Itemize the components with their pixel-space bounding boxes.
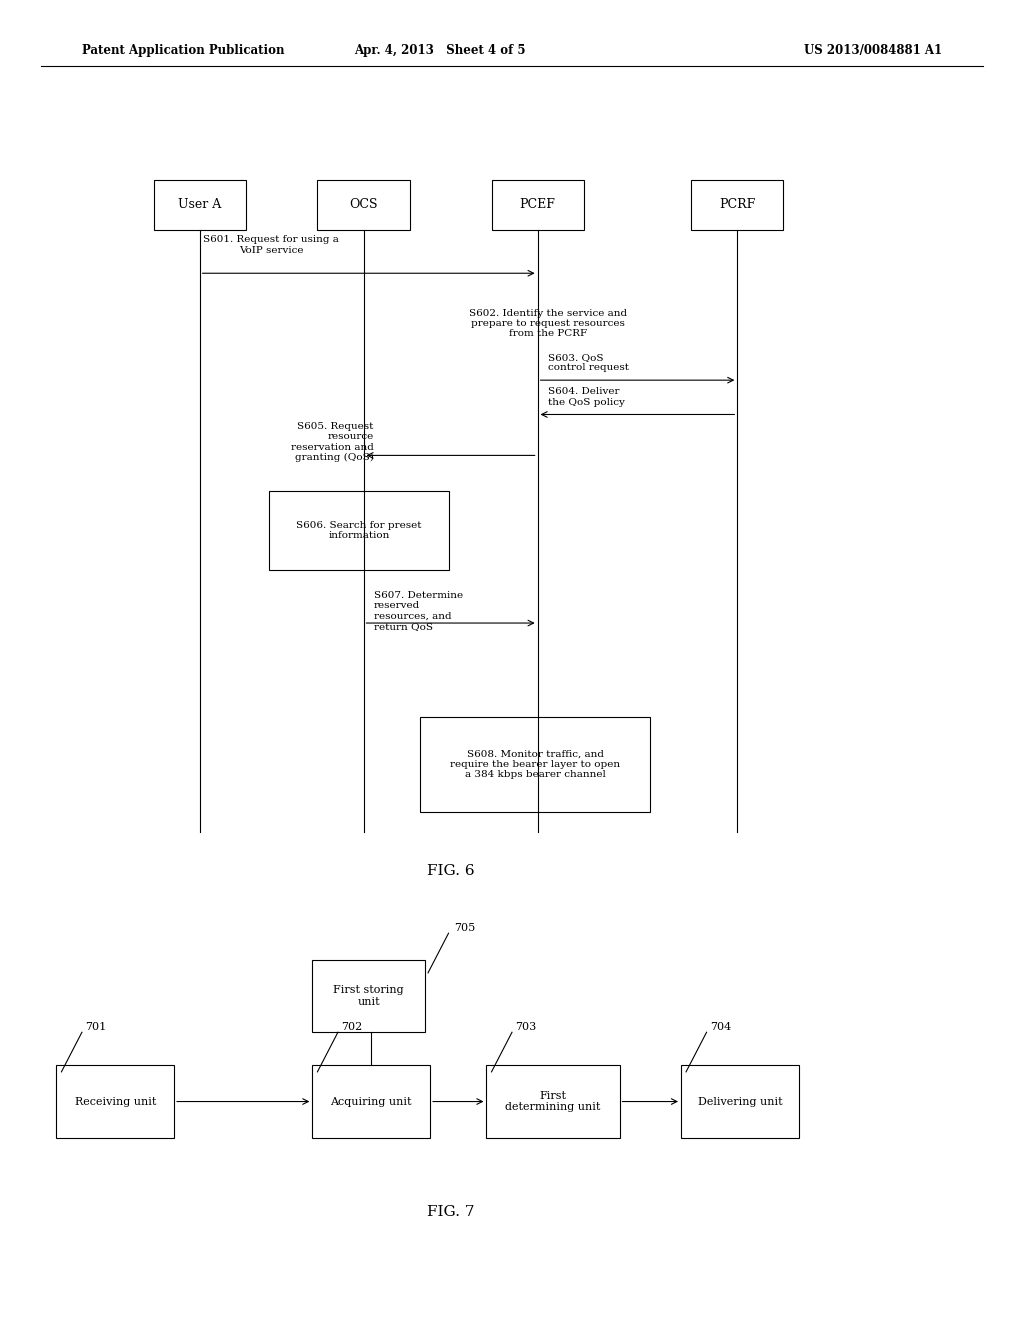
Text: First storing
unit: First storing unit: [334, 985, 403, 1007]
Text: Acquiring unit: Acquiring unit: [331, 1097, 412, 1106]
Text: First
determining unit: First determining unit: [505, 1090, 601, 1113]
Text: S608. Monitor traffic, and
require the bearer layer to open
a 384 kbps bearer ch: S608. Monitor traffic, and require the b…: [450, 750, 621, 779]
Text: PCEF: PCEF: [519, 198, 556, 211]
Bar: [681, 1065, 799, 1138]
Text: S606. Search for preset
information: S606. Search for preset information: [296, 521, 422, 540]
Text: 702: 702: [341, 1022, 362, 1032]
Text: US 2013/0084881 A1: US 2013/0084881 A1: [804, 44, 942, 57]
Text: 703: 703: [515, 1022, 537, 1032]
Bar: [317, 180, 410, 230]
Text: S604. Deliver
the QoS policy: S604. Deliver the QoS policy: [548, 387, 625, 407]
Text: 705: 705: [454, 923, 475, 933]
Text: S601. Request for using a
VoIP service: S601. Request for using a VoIP service: [204, 235, 339, 255]
Text: FIG. 6: FIG. 6: [427, 865, 474, 878]
Bar: [269, 491, 449, 570]
Text: 704: 704: [710, 1022, 731, 1032]
Text: User A: User A: [178, 198, 221, 211]
Text: Delivering unit: Delivering unit: [697, 1097, 782, 1106]
Text: Receiving unit: Receiving unit: [75, 1097, 156, 1106]
Text: FIG. 7: FIG. 7: [427, 1205, 474, 1218]
Text: S602. Identify the service and
prepare to request resources
from the PCRF: S602. Identify the service and prepare t…: [469, 309, 627, 338]
Bar: [154, 180, 246, 230]
Text: OCS: OCS: [349, 198, 378, 211]
Bar: [691, 180, 783, 230]
Bar: [486, 1065, 620, 1138]
Bar: [420, 717, 650, 812]
Bar: [312, 1065, 430, 1138]
Text: S607. Determine
reserved
resources, and
return QoS: S607. Determine reserved resources, and …: [374, 591, 463, 631]
Bar: [56, 1065, 174, 1138]
Text: PCRF: PCRF: [719, 198, 756, 211]
Text: 701: 701: [85, 1022, 106, 1032]
Bar: [312, 960, 425, 1032]
Bar: [492, 180, 584, 230]
Text: S603. QoS
control request: S603. QoS control request: [548, 352, 629, 372]
Text: S605. Request
resource
reservation and
granting (QoS): S605. Request resource reservation and g…: [291, 422, 374, 462]
Text: Patent Application Publication: Patent Application Publication: [82, 44, 285, 57]
Text: Apr. 4, 2013   Sheet 4 of 5: Apr. 4, 2013 Sheet 4 of 5: [354, 44, 526, 57]
